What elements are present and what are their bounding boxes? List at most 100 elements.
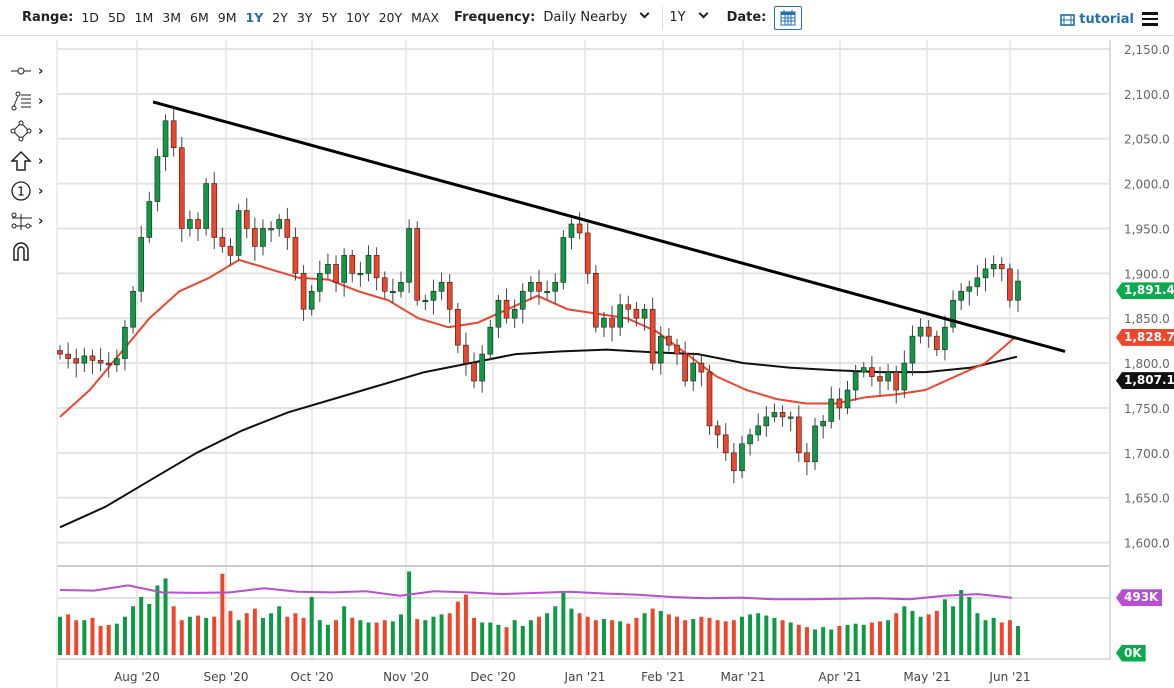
frequency-select[interactable]: Daily Nearby bbox=[543, 8, 662, 25]
candle-body bbox=[511, 308, 518, 319]
candle-body bbox=[1007, 268, 1013, 301]
y-tick-label: 2,050.0 bbox=[1124, 133, 1170, 147]
tool-shape[interactable]: › bbox=[10, 116, 56, 146]
candle bbox=[446, 274, 453, 323]
range-10y[interactable]: 10Y bbox=[346, 9, 370, 25]
candle bbox=[438, 272, 445, 301]
range-9m[interactable]: 9M bbox=[217, 9, 237, 25]
candle bbox=[747, 428, 753, 456]
candle bbox=[666, 328, 672, 352]
candle bbox=[390, 278, 396, 303]
x-tick-label: Nov '20 bbox=[383, 670, 429, 684]
range-5y[interactable]: 5Y bbox=[321, 9, 338, 25]
candle bbox=[966, 280, 973, 306]
candle-body bbox=[211, 183, 218, 238]
candle bbox=[252, 217, 258, 261]
volume-bar bbox=[106, 624, 111, 655]
volume-bar bbox=[577, 613, 582, 655]
candle bbox=[284, 207, 291, 250]
candle-body bbox=[722, 434, 729, 454]
candle-body bbox=[122, 326, 128, 359]
range-1m[interactable]: 1M bbox=[134, 9, 154, 25]
volume-bar bbox=[610, 620, 615, 655]
volume-bar bbox=[415, 619, 420, 655]
range-max[interactable]: MAX bbox=[411, 9, 440, 25]
candle bbox=[779, 405, 786, 427]
candle-body bbox=[544, 290, 550, 294]
candle bbox=[341, 248, 347, 297]
volume-bar bbox=[675, 616, 680, 655]
period-select[interactable]: 1Y bbox=[669, 8, 720, 25]
candle bbox=[114, 349, 120, 373]
volume-bar bbox=[601, 619, 606, 655]
volume-bar bbox=[683, 620, 688, 655]
x-tick-label: Aug '20 bbox=[114, 670, 160, 684]
ma50-tag: 1,828.7 bbox=[1116, 328, 1174, 346]
candle bbox=[552, 273, 559, 304]
tool-magnet[interactable] bbox=[10, 236, 56, 266]
range-3m[interactable]: 3M bbox=[162, 9, 182, 25]
film-icon bbox=[1060, 13, 1076, 26]
candle-body bbox=[479, 353, 485, 382]
y-tick-label: 1,900.0 bbox=[1124, 267, 1170, 281]
y-tick-label: 2,100.0 bbox=[1124, 88, 1170, 102]
tool-measure[interactable]: › bbox=[10, 206, 56, 236]
tool-crosshair[interactable]: › bbox=[10, 56, 56, 86]
tool-numbered-marker[interactable]: 1 › bbox=[10, 176, 56, 206]
candle-body bbox=[130, 290, 136, 328]
chevron-right-icon: › bbox=[38, 153, 44, 169]
candle-body bbox=[219, 237, 226, 247]
candle-body bbox=[755, 425, 762, 436]
candle-body bbox=[609, 317, 615, 328]
candle-body bbox=[625, 304, 632, 310]
candle bbox=[731, 442, 737, 484]
candle-body bbox=[260, 228, 266, 247]
range-20y[interactable]: 20Y bbox=[378, 9, 403, 25]
volume-bar bbox=[252, 608, 257, 655]
volume-bar bbox=[853, 623, 858, 655]
candle bbox=[178, 136, 185, 242]
tool-arrow-up[interactable]: › bbox=[10, 146, 56, 176]
volume-bar bbox=[715, 620, 720, 655]
trendline[interactable] bbox=[152, 100, 1066, 353]
volume-bar bbox=[66, 614, 71, 655]
candle-body bbox=[1015, 280, 1021, 301]
calendar-icon[interactable] bbox=[774, 5, 803, 30]
candle-body bbox=[349, 255, 356, 274]
candle-body bbox=[187, 219, 193, 229]
candle bbox=[795, 405, 802, 462]
candle-body bbox=[471, 362, 477, 382]
candle bbox=[276, 214, 283, 237]
candle bbox=[308, 285, 315, 316]
volume-bar bbox=[1007, 620, 1012, 655]
volume-bar bbox=[90, 617, 95, 655]
range-6m[interactable]: 6M bbox=[190, 9, 209, 25]
candle-body bbox=[316, 273, 323, 292]
volume-bar bbox=[496, 624, 501, 655]
candle-body bbox=[138, 237, 144, 292]
y-tick-label: 1,850.0 bbox=[1124, 312, 1170, 326]
range-1y[interactable]: 1Y bbox=[245, 9, 264, 25]
arrow-up-icon bbox=[10, 150, 32, 171]
range-1d[interactable]: 1D bbox=[81, 9, 99, 25]
candle bbox=[122, 320, 128, 371]
candle-body bbox=[666, 335, 672, 346]
candle bbox=[73, 348, 80, 378]
volume-bar bbox=[585, 616, 590, 655]
candle-body bbox=[252, 228, 258, 247]
candle-body bbox=[934, 335, 940, 350]
ma200-line bbox=[59, 348, 1018, 529]
candle-body bbox=[617, 304, 623, 328]
tool-fibonacci[interactable]: › bbox=[10, 86, 56, 116]
candle bbox=[422, 294, 429, 311]
candle bbox=[820, 415, 826, 439]
candle bbox=[105, 352, 112, 378]
range-2y[interactable]: 2Y bbox=[272, 9, 288, 25]
tutorial-link[interactable]: tutorial bbox=[1060, 12, 1134, 27]
range-5d[interactable]: 5D bbox=[107, 9, 126, 25]
candle-body bbox=[763, 416, 770, 427]
hamburger-menu-icon[interactable] bbox=[1142, 12, 1158, 29]
range-3y[interactable]: 3Y bbox=[296, 9, 313, 25]
candle bbox=[787, 411, 794, 432]
